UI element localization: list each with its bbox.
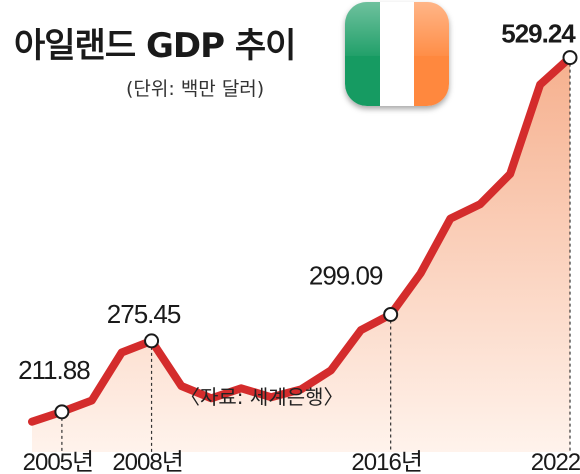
value-label-2022: 529.24 [501,19,576,49]
x-tick-label-2022: 2022년 [531,449,580,474]
source-note: 〈자료: 세계은행〉 [180,385,344,409]
ireland-flag-icon [345,2,449,106]
value-label-2008: 275.45 [107,299,181,329]
chart-title: 아일랜드 GDP 추이 [14,26,296,66]
x-tick-label-2008: 2008년 [112,449,182,474]
data-point-2008 [144,333,160,349]
gdp-line [28,53,574,426]
flag-white-band [379,2,415,106]
data-point-2005 [54,404,70,420]
flag-green-band [345,2,380,106]
data-point-2022 [562,50,578,66]
flag-orange-band [414,2,449,106]
x-tick-label-2005: 2005년 [23,449,93,474]
data-point-2016 [383,306,399,322]
unit-label: (단위: 백만 달러) [126,78,265,100]
value-label-2005: 211.88 [18,355,90,385]
value-label-2016: 299.09 [309,260,383,290]
x-tick-label-2016: 2016년 [351,449,421,474]
flag-gloss [345,2,449,57]
gdp-area [32,57,570,452]
